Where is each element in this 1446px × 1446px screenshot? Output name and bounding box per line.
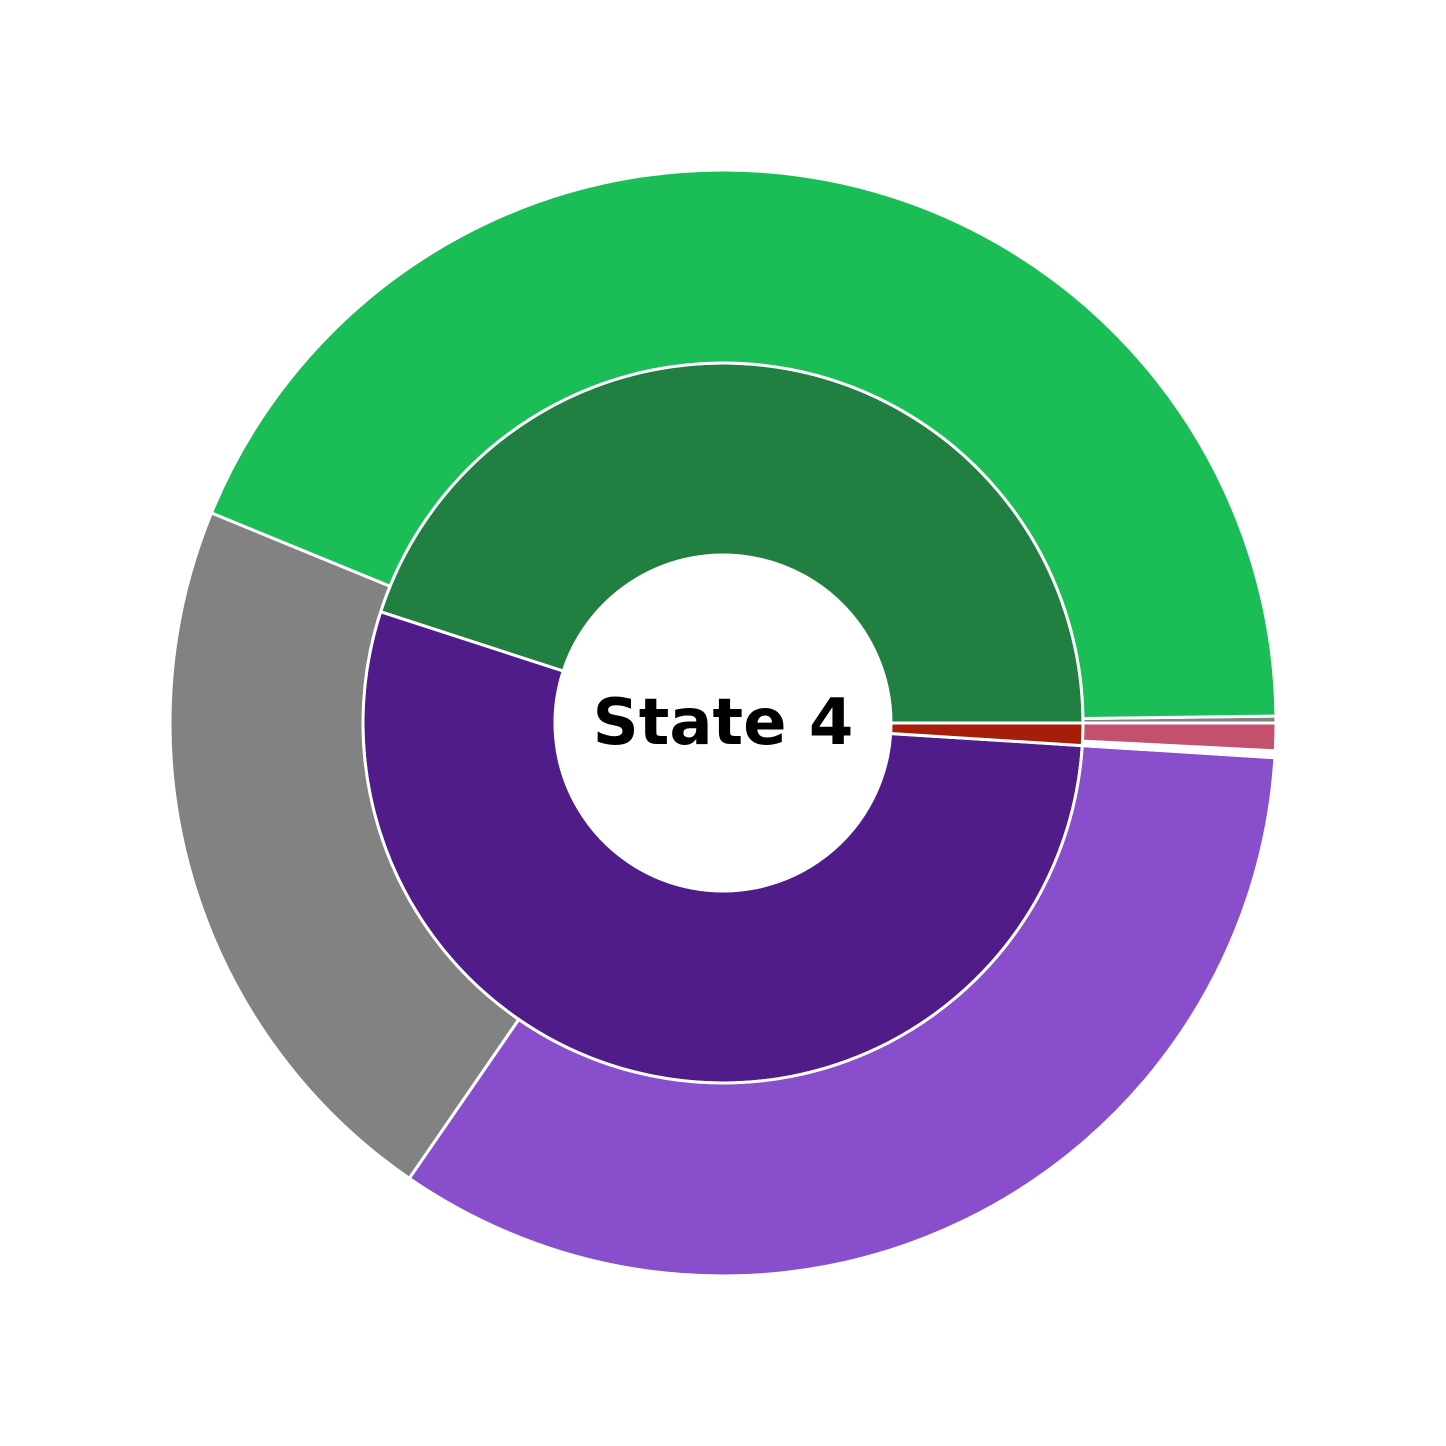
center-label: State 4 [593, 686, 854, 760]
outer-ring-slice-2 [168, 511, 521, 1181]
outer-ring-slice-3 [407, 744, 1277, 1278]
rings-group [168, 168, 1278, 1278]
outer-ring-slice-5 [1080, 721, 1278, 753]
outer-ring-slice-1 [209, 168, 1278, 720]
